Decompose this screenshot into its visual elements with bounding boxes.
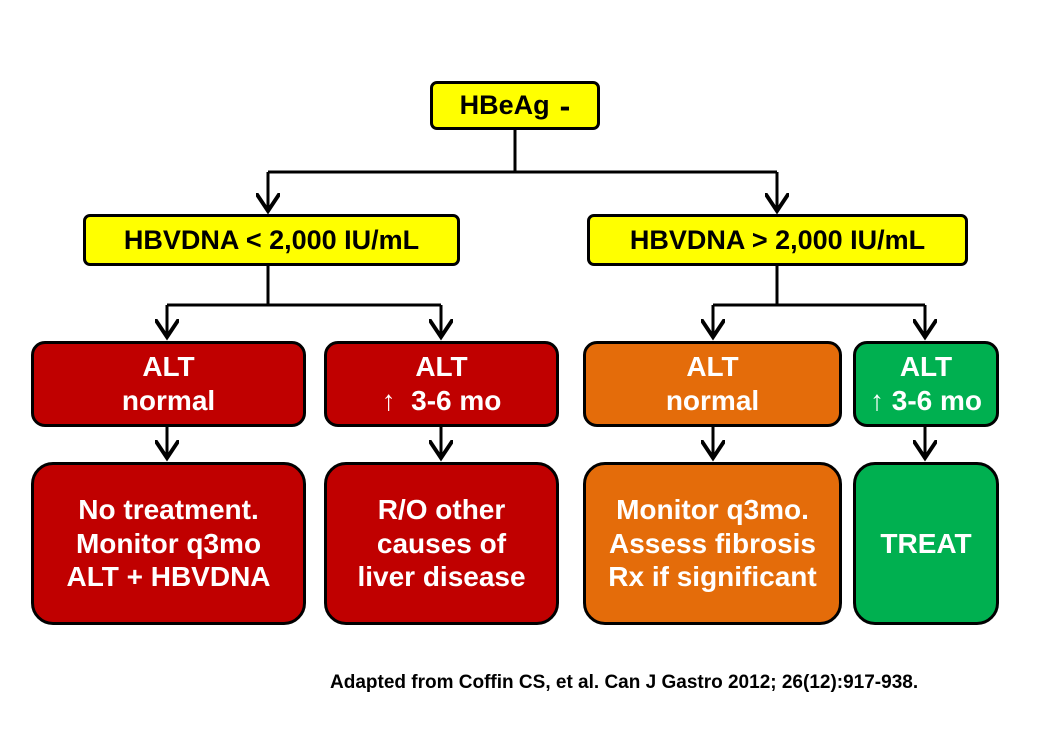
outcome-line: liver disease xyxy=(357,561,526,593)
root-node: HBeAg - xyxy=(430,81,600,130)
outcome-line: TREAT xyxy=(880,527,972,559)
branch-label: HBVDNA < 2,000 IU/mL xyxy=(123,224,420,255)
alt-title: ALT xyxy=(415,351,468,383)
alt-title: ALT xyxy=(142,351,195,383)
outcome-line: Monitor q3mo. xyxy=(616,494,809,526)
outcome-node-4: TREAT xyxy=(853,462,999,625)
alt-node-3: ALT normal xyxy=(583,341,842,427)
root-label: HBeAg xyxy=(459,90,550,121)
branch-node-left: HBVDNA < 2,000 IU/mL xyxy=(83,214,460,266)
alt-status: ↑ 3-6 mo xyxy=(381,385,502,416)
outcome-line: ALT + HBVDNA xyxy=(66,561,271,593)
outcome-line: R/O other xyxy=(377,494,506,526)
outcome-line: Assess fibrosis xyxy=(609,527,816,559)
outcome-node-3: Monitor q3mo. Assess fibrosis Rx if sign… xyxy=(583,462,842,625)
alt-title: ALT xyxy=(686,351,739,383)
alt-node-2: ALT ↑ 3-6 mo xyxy=(324,341,559,427)
outcome-node-1: No treatment. Monitor q3mo ALT + HBVDNA xyxy=(31,462,306,625)
outcome-line: Monitor q3mo xyxy=(75,527,262,559)
alt-node-1: ALT normal xyxy=(31,341,306,427)
root-sign: - xyxy=(559,87,571,124)
outcome-line: No treatment. xyxy=(78,494,259,526)
branch-label: HBVDNA > 2,000 IU/mL xyxy=(629,224,926,255)
alt-status: ↑ 3-6 mo xyxy=(869,385,983,416)
citation: Adapted from Coffin CS, et al. Can J Gas… xyxy=(330,672,919,693)
branch-node-right: HBVDNA > 2,000 IU/mL xyxy=(587,214,968,266)
outcome-line: causes of xyxy=(376,527,507,559)
alt-title: ALT xyxy=(899,351,953,383)
outcome-line: Rx if significant xyxy=(608,561,817,593)
alt-node-4: ALT ↑ 3-6 mo xyxy=(853,341,999,427)
alt-status: normal xyxy=(121,385,216,416)
outcome-node-2: R/O other causes of liver disease xyxy=(324,462,559,625)
alt-status: normal xyxy=(665,385,760,416)
